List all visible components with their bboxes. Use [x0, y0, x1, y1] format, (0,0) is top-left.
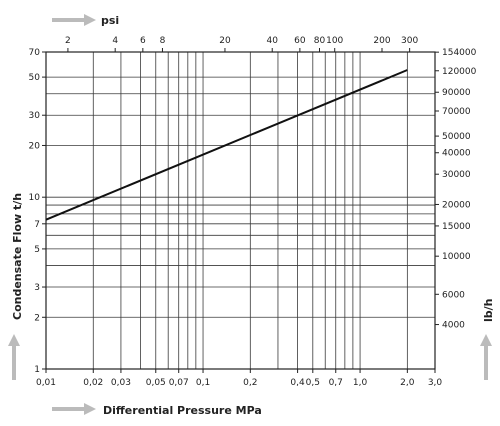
- x-tick-label: 0,01: [36, 378, 56, 388]
- x-tick-label: 0,5: [306, 378, 320, 388]
- x-tick-label: 3,0: [428, 378, 443, 388]
- arrow-up-icon: [480, 334, 492, 380]
- series-layer: [45, 69, 408, 221]
- right-tick-label: 40000: [442, 149, 471, 159]
- right-tick-label: 70000: [442, 107, 471, 117]
- x-tick-label: 1,0: [353, 378, 368, 388]
- right-tick-label: 90000: [442, 88, 471, 98]
- series-line: [45, 69, 408, 221]
- y-tick-label: 50: [29, 73, 41, 83]
- right-tick-label: 50000: [442, 132, 471, 142]
- top-axis-label: psi: [101, 14, 119, 27]
- right-tick-label: 154000: [442, 48, 477, 58]
- x-tick-label: 0,2: [243, 378, 257, 388]
- y-axis-label: Condensate Flow t/h: [11, 193, 24, 320]
- top-tick-label: 100: [326, 36, 343, 46]
- arrow-right-icon: [52, 403, 96, 415]
- arrow-right-icon: [52, 14, 96, 26]
- x-tick-label: 0,05: [146, 378, 166, 388]
- right-tick-label: 20000: [442, 200, 471, 210]
- y-tick-label: 7: [34, 220, 40, 230]
- tick-labels: 0,01 0,02 0,03 0,05 0,07 0,1 0,2 0,4 0,5 0,7 1,0 2,…: [29, 36, 477, 388]
- top-tick-label: 2: [65, 36, 71, 46]
- x-tick-label: 0,07: [169, 378, 189, 388]
- arrow-up-icon: [8, 334, 20, 380]
- grid-lines: [46, 52, 435, 369]
- x-tick-label: 0,02: [83, 378, 103, 388]
- y-tick-label: 3: [34, 283, 40, 293]
- top-tick-label: 40: [266, 36, 278, 46]
- y-tick-label: 70: [29, 48, 41, 58]
- top-tick-label: 4: [112, 36, 118, 46]
- left-axis-title-group: Condensate Flow t/h: [8, 193, 24, 380]
- top-tick-label: 80: [314, 36, 326, 46]
- top-tick-label: 20: [219, 36, 231, 46]
- y-tick-label: 5: [34, 245, 40, 255]
- right-axis-title-group: lb/h: [480, 299, 495, 380]
- x-tick-label: 0,4: [290, 378, 305, 388]
- top-tick-label: 200: [373, 36, 390, 46]
- x-axis-label: Differential Pressure MPa: [103, 404, 262, 417]
- top-tick-label: 60: [294, 36, 306, 46]
- y-tick-label: 30: [29, 111, 41, 121]
- top-axis-title-group: psi: [52, 14, 119, 27]
- x-tick-label: 0,1: [196, 378, 210, 388]
- y-tick-label: 20: [29, 141, 41, 151]
- y-tick-label: 10: [29, 193, 41, 203]
- x-tick-label: 2,0: [400, 378, 415, 388]
- right-tick-label: 4000: [442, 321, 465, 331]
- bottom-axis-title-group: Differential Pressure MPa: [52, 403, 262, 417]
- right-axis-label: lb/h: [482, 299, 495, 323]
- right-tick-label: 120000: [442, 67, 477, 77]
- top-tick-label: 6: [140, 36, 146, 46]
- x-tick-label: 0,03: [111, 378, 131, 388]
- y-tick-label: 1: [34, 365, 40, 375]
- top-tick-label: 8: [160, 36, 166, 46]
- right-tick-label: 15000: [442, 222, 471, 232]
- right-tick-label: 6000: [442, 290, 465, 300]
- y-tick-label: 2: [34, 313, 40, 323]
- plot-frame: [45, 51, 436, 370]
- right-tick-label: 10000: [442, 252, 471, 262]
- top-tick-label: 300: [401, 36, 418, 46]
- x-tick-label: 0,7: [329, 378, 343, 388]
- right-tick-label: 30000: [442, 170, 471, 180]
